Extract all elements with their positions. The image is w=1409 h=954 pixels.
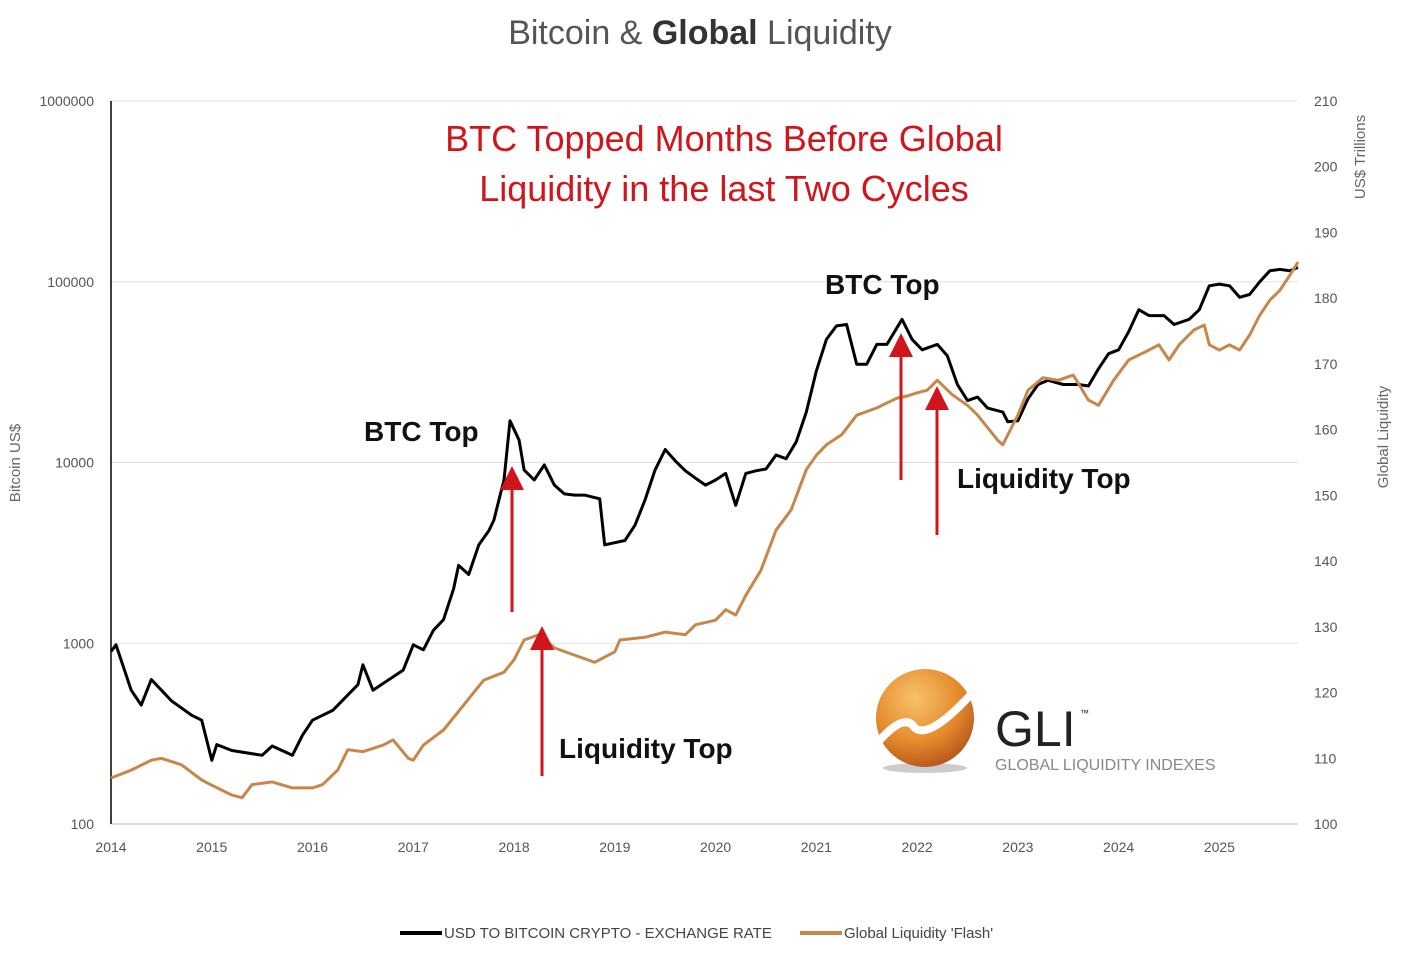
y-right-tick-label: 210 [1314, 93, 1338, 109]
x-tick-label: 2019 [599, 839, 630, 855]
chart-subtitle-line-1: BTC Topped Months Before Global [445, 118, 1003, 159]
chart-subtitle-line-2: Liquidity in the last Two Cycles [479, 168, 969, 209]
annotation-btc-top-2: BTC Top [825, 269, 940, 300]
y-right-tick-label: 190 [1314, 224, 1338, 240]
y-left-tick-label: 10000 [55, 455, 94, 471]
y-left-label: Bitcoin US$ [7, 423, 24, 502]
x-tick-label: 2015 [196, 839, 227, 855]
annotation-liquidity-top-1: Liquidity Top [559, 733, 733, 764]
x-tick-label: 2014 [95, 839, 126, 855]
svg-text:™: ™ [1080, 708, 1089, 718]
annotation-liquidity-top-2: Liquidity Top [957, 463, 1131, 494]
gli-logo: GLI ™ GLOBAL LIQUIDITY INDEXES [876, 669, 1216, 774]
y-right-tick-label: 100 [1314, 816, 1338, 832]
y-left-tick-label: 100 [71, 816, 95, 832]
series-line-liquidity [110, 261, 1300, 800]
x-tick-label: 2024 [1103, 839, 1134, 855]
y-right-label: Global Liquidity [1375, 385, 1392, 488]
x-tick-label: 2018 [498, 839, 529, 855]
legend-label-btc: USD TO BITCOIN CRYPTO - EXCHANGE RATE [444, 925, 772, 942]
x-tick-label: 2022 [902, 839, 933, 855]
x-tick-label: 2017 [398, 839, 429, 855]
x-tick-label: 2021 [801, 839, 832, 855]
y-left-tick-label: 1000 [63, 635, 94, 651]
series-line-btc [109, 266, 1299, 762]
legend: USD TO BITCOIN CRYPTO - EXCHANGE RATE Gl… [400, 925, 993, 942]
legend-label-liquidity: Global Liquidity 'Flash' [844, 925, 993, 942]
y-right-tick-label: 150 [1314, 487, 1338, 503]
x-tick-label: 2023 [1002, 839, 1033, 855]
y-right-tick-label: 180 [1314, 290, 1338, 306]
y-right-tick-label: 110 [1314, 750, 1337, 766]
y-right-tick-label: 170 [1314, 356, 1338, 372]
x-tick-label: 2016 [297, 839, 328, 855]
chart-title: Bitcoin & Global Liquidity [508, 14, 892, 52]
y-right-tick-label: 160 [1314, 422, 1338, 438]
y-left-tick-label: 1000000 [39, 93, 94, 109]
x-tick-label: 2025 [1204, 839, 1235, 855]
y-right-tick-label: 200 [1314, 159, 1338, 175]
svg-text:GLOBAL LIQUIDITY INDEXES: GLOBAL LIQUIDITY INDEXES [995, 757, 1216, 774]
y-left-tick-label: 100000 [47, 274, 94, 290]
svg-text:GLI: GLI [995, 701, 1076, 757]
y-right-tick-label: 120 [1314, 685, 1338, 701]
y-right-tick-label: 140 [1314, 553, 1338, 569]
x-tick-label: 2020 [700, 839, 731, 855]
y-right-unit-label: US$ Trillions [1352, 115, 1369, 199]
annotation-btc-top-1: BTC Top [364, 416, 479, 447]
y-right-tick-label: 130 [1314, 619, 1338, 635]
